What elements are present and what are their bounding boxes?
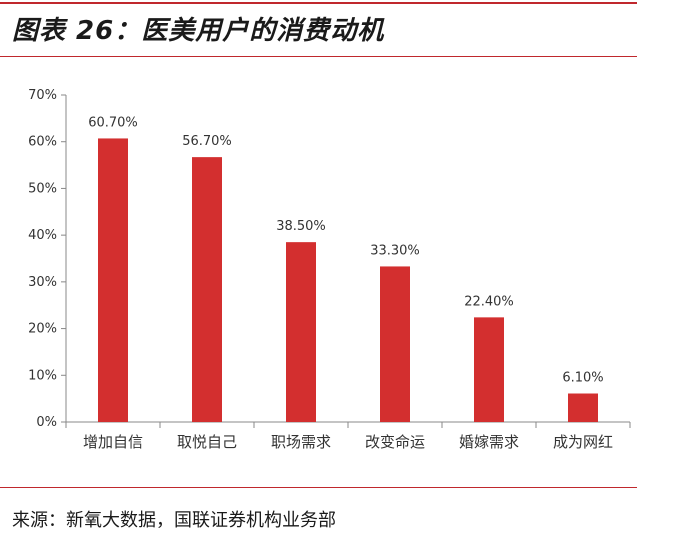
data-label: 56.70% [182,134,232,149]
category-label: 成为网红 [553,433,613,451]
category-label: 改变命运 [365,433,425,451]
figure-title: 图表 26：医美用户的消费动机 [12,16,385,46]
y-tick-label: 10% [28,368,57,383]
category-label: 增加自信 [83,433,143,451]
data-label: 22.40% [464,294,514,309]
y-tick-label: 0% [36,415,57,430]
category-label: 婚嫁需求 [459,433,519,451]
y-tick-label: 50% [28,181,57,196]
category-label: 职场需求 [271,433,331,451]
category-label: 取悦自己 [177,433,237,451]
data-label: 6.10% [562,371,603,386]
category-labels: 增加自信 取悦自己 职场需求 改变命运 婚嫁需求 成为网红 [83,433,613,451]
bar [192,157,222,422]
title-underline [0,56,637,57]
x-axis [65,421,631,428]
bar [568,393,598,422]
bar [380,266,410,422]
data-label: 60.70% [88,115,138,130]
y-tick-label: 60% [28,135,57,150]
y-tick-label: 30% [28,275,57,290]
data-labels: 60.70% 56.70% 38.50% 33.30% 22.40% 6.10% [88,115,603,385]
bar [474,317,504,422]
source-rule [0,487,637,488]
data-label: 33.30% [370,243,420,258]
top-rule [0,2,637,4]
y-tick-label: 70% [28,88,57,103]
bar [98,138,128,423]
y-axis: 0% 10% 20% 30% 40% 50% 60% 70% [28,88,67,430]
bar [286,242,316,422]
y-tick-label: 40% [28,228,57,243]
data-label: 38.50% [276,219,326,234]
y-tick-label: 20% [28,322,57,337]
source-note: 来源：新氧大数据，国联证券机构业务部 [12,510,336,531]
bars [98,138,598,423]
